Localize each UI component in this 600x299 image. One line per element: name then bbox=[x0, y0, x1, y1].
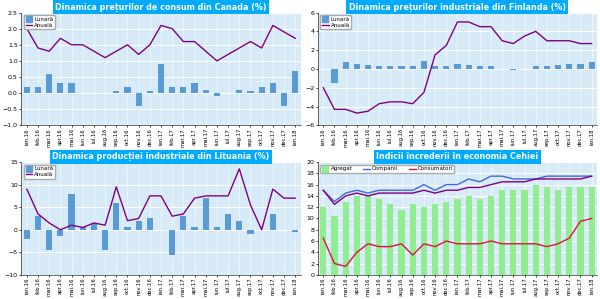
Bar bbox=[499, 190, 505, 275]
Bar bbox=[466, 196, 472, 275]
Bar bbox=[68, 83, 74, 93]
Bar bbox=[398, 210, 404, 275]
Bar bbox=[58, 83, 64, 93]
Bar bbox=[136, 221, 142, 230]
Bar bbox=[331, 69, 338, 83]
Bar bbox=[91, 223, 97, 230]
Legend: Lunară, Anuală: Lunară, Anuală bbox=[24, 165, 55, 179]
Title: Indicii încrederii în economia Cehiei: Indicii încrederii în economia Cehiei bbox=[376, 152, 539, 161]
Bar bbox=[343, 202, 349, 275]
Bar bbox=[555, 65, 561, 69]
Bar bbox=[544, 66, 550, 69]
Bar bbox=[191, 228, 197, 230]
Bar bbox=[566, 187, 572, 275]
Bar bbox=[387, 204, 394, 275]
Bar bbox=[533, 184, 539, 275]
Bar bbox=[566, 64, 572, 69]
Bar bbox=[365, 196, 371, 275]
Bar bbox=[577, 64, 584, 69]
Bar bbox=[292, 230, 298, 232]
Bar bbox=[343, 62, 349, 69]
Title: Dinamica prețurilor industriale din Finlanda (%): Dinamica prețurilor industriale din Finl… bbox=[349, 3, 566, 12]
Bar bbox=[510, 69, 517, 70]
Bar bbox=[398, 66, 404, 69]
Bar bbox=[247, 230, 254, 234]
Bar bbox=[113, 203, 119, 230]
Legend: Agregat, Companii, Consumatori: Agregat, Companii, Consumatori bbox=[320, 165, 454, 173]
Bar bbox=[191, 83, 197, 93]
Bar bbox=[488, 196, 494, 275]
Bar bbox=[147, 91, 153, 93]
Bar bbox=[354, 64, 360, 69]
Bar bbox=[376, 66, 382, 69]
Bar bbox=[169, 230, 175, 254]
Bar bbox=[454, 199, 461, 275]
Bar bbox=[68, 194, 74, 230]
Bar bbox=[533, 66, 539, 69]
Bar bbox=[410, 66, 416, 69]
Bar bbox=[203, 198, 209, 230]
Bar bbox=[46, 74, 52, 93]
Title: Dinamica producției industriale din Lituania (%): Dinamica producției industriale din Litu… bbox=[52, 152, 270, 161]
Bar bbox=[354, 196, 360, 275]
Bar bbox=[58, 230, 64, 237]
Bar bbox=[320, 207, 326, 275]
Bar bbox=[421, 207, 427, 275]
Bar bbox=[365, 65, 371, 69]
Bar bbox=[46, 230, 52, 250]
Bar bbox=[432, 204, 438, 275]
Bar bbox=[270, 83, 276, 93]
Bar bbox=[376, 199, 382, 275]
Bar bbox=[124, 228, 131, 230]
Bar bbox=[555, 190, 561, 275]
Bar bbox=[35, 87, 41, 93]
Bar bbox=[259, 87, 265, 93]
Bar bbox=[203, 90, 209, 93]
Bar bbox=[466, 65, 472, 69]
Bar bbox=[488, 66, 494, 69]
Bar bbox=[24, 230, 30, 239]
Bar bbox=[589, 187, 595, 275]
Bar bbox=[136, 93, 142, 106]
Bar bbox=[247, 91, 254, 93]
Bar bbox=[236, 221, 242, 230]
Bar bbox=[454, 64, 461, 69]
Bar bbox=[169, 87, 175, 93]
Bar bbox=[443, 202, 449, 275]
Bar bbox=[124, 87, 131, 93]
Bar bbox=[24, 87, 30, 93]
Title: Dinamica prețurilor de consum din Canada (%): Dinamica prețurilor de consum din Canada… bbox=[55, 3, 267, 12]
Bar bbox=[589, 62, 595, 69]
Bar bbox=[521, 190, 527, 275]
Bar bbox=[113, 91, 119, 93]
Bar bbox=[270, 214, 276, 230]
Bar bbox=[281, 93, 287, 106]
Bar bbox=[35, 216, 41, 230]
Bar bbox=[510, 190, 517, 275]
Bar bbox=[410, 204, 416, 275]
Bar bbox=[147, 219, 153, 230]
Bar bbox=[80, 228, 86, 230]
Bar bbox=[577, 187, 584, 275]
Bar bbox=[544, 187, 550, 275]
Bar bbox=[158, 64, 164, 93]
Bar bbox=[477, 66, 483, 69]
Bar bbox=[236, 90, 242, 93]
Bar bbox=[477, 199, 483, 275]
Bar bbox=[214, 228, 220, 230]
Bar bbox=[387, 66, 394, 69]
Bar bbox=[443, 66, 449, 69]
Bar bbox=[102, 230, 108, 250]
Legend: Lunară, Anuală: Lunară, Anuală bbox=[24, 15, 55, 29]
Bar bbox=[181, 216, 187, 230]
Bar bbox=[181, 87, 187, 93]
Bar bbox=[225, 214, 231, 230]
Bar bbox=[432, 66, 438, 69]
Bar bbox=[214, 93, 220, 96]
Legend: Lunară, Anuală: Lunară, Anuală bbox=[320, 15, 352, 29]
Bar bbox=[421, 61, 427, 69]
Bar bbox=[292, 71, 298, 93]
Bar bbox=[331, 216, 338, 275]
